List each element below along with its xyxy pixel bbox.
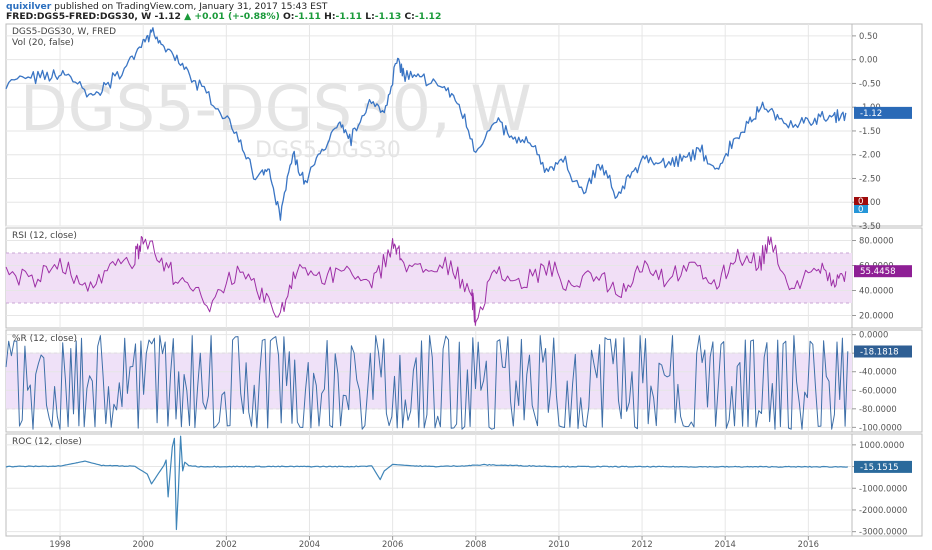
roc-last-value-badge: -15.1515 [860,463,899,473]
rsi-last-value-badge: 55.4458 [860,267,896,277]
close-value: -1.12 [414,11,442,22]
x-tick-label: 2002 [216,539,237,549]
x-tick-label: 2006 [382,539,403,549]
up-arrow-icon: ▲ [184,11,192,22]
y-tick-label-williams_r: -80.0000 [859,404,897,414]
y-tick-label-roc: -3000.0000 [859,527,907,537]
published-text: published on TradingView.com, January 31… [51,1,328,12]
ohlc-line: FRED:DGS5-FRED:DGS30, W -1.12 ▲ +0.01 (+… [6,11,441,22]
y-tick-label-rsi: 80.0000 [859,236,894,246]
price-last-value-badge-bg [854,106,912,119]
x-tick-label: 2008 [465,539,486,549]
y-tick-label-williams_r: -60.0000 [859,385,897,395]
rsi-series-line [5,236,847,326]
low-label: L: [365,11,375,22]
volume-badge-blue: 0 [858,205,863,215]
low-value: -1.13 [374,11,402,22]
rsi-band [6,253,852,303]
rsi-last-value-badge-bg [854,265,912,278]
close-label: C: [404,11,415,22]
williams-r-series-line [5,335,849,430]
y-tick-label-williams_r: -100.0000 [859,422,902,432]
change-text: +0.01 (+-0.88%) [194,11,280,22]
author-link[interactable]: quixilver [6,1,52,12]
roc-series-line [5,435,848,531]
pane-frame-roc [5,433,923,537]
rsi-pane-title: RSI (12, close) [12,231,77,241]
y-tick-label-williams_r: -40.0000 [859,367,897,377]
x-tick-label: 2010 [548,539,569,549]
roc-pane-title: ROC (12, close) [12,437,82,447]
open-value: -1.11 [294,11,321,22]
williams-r-last-value-badge-bg [854,345,912,358]
x-tick-label: 2004 [299,539,320,549]
x-tick-label: 2014 [715,539,736,549]
williams-r-last-value-badge: -18.1818 [860,347,899,357]
y-tick-label-roc: -1000.0000 [859,483,907,493]
y-tick-label-rsi: 40.0000 [859,286,894,296]
x-tick-label: 2000 [133,539,154,549]
publish-line: quixilver published on TradingView.com, … [6,1,327,12]
y-tick-label-price: -3.00 [859,197,881,207]
x-tick-label: 2016 [798,539,819,549]
y-tick-label-rsi: 20.0000 [859,311,894,321]
symbol-label: FRED:DGS5-FRED:DGS30, W [6,11,152,22]
y-tick-label-price: -0.50 [859,78,881,88]
y-tick-label-price: -2.00 [859,150,881,160]
volume-badge-blue-bg [854,205,868,213]
last-value: -1.12 [154,11,181,22]
price-pane-subtitle: Vol (20, false) [12,38,74,48]
y-tick-label-roc: -2000.0000 [859,505,907,515]
williams-r-pane-title: %R (12, close) [12,334,77,344]
y-tick-label-price: -3.50 [859,221,881,231]
y-tick-label-price: -1.50 [859,126,881,136]
price-series-line [5,27,847,221]
roc-last-value-badge-bg [854,460,912,473]
price-pane-title: DGS5-DGS30, W, FRED [12,27,116,37]
high-label: H: [324,11,336,22]
x-tick-label: 1998 [49,539,70,549]
y-tick-label-price: 0.00 [859,55,878,65]
high-value: -1.11 [335,11,363,22]
y-tick-label-price: -2.50 [859,173,881,183]
volume-badge-red-bg [854,197,868,205]
y-tick-label-price: 0.50 [859,31,878,41]
x-tick-label: 2012 [631,539,652,549]
y-tick-label-roc: 1000.0000 [859,440,904,450]
open-label: O: [282,11,295,22]
y-tick-label-williams_r: 0.0000 [859,330,888,340]
volume-badge-red: 0 [858,197,863,207]
price-last-value-badge: -1.12 [860,109,882,119]
